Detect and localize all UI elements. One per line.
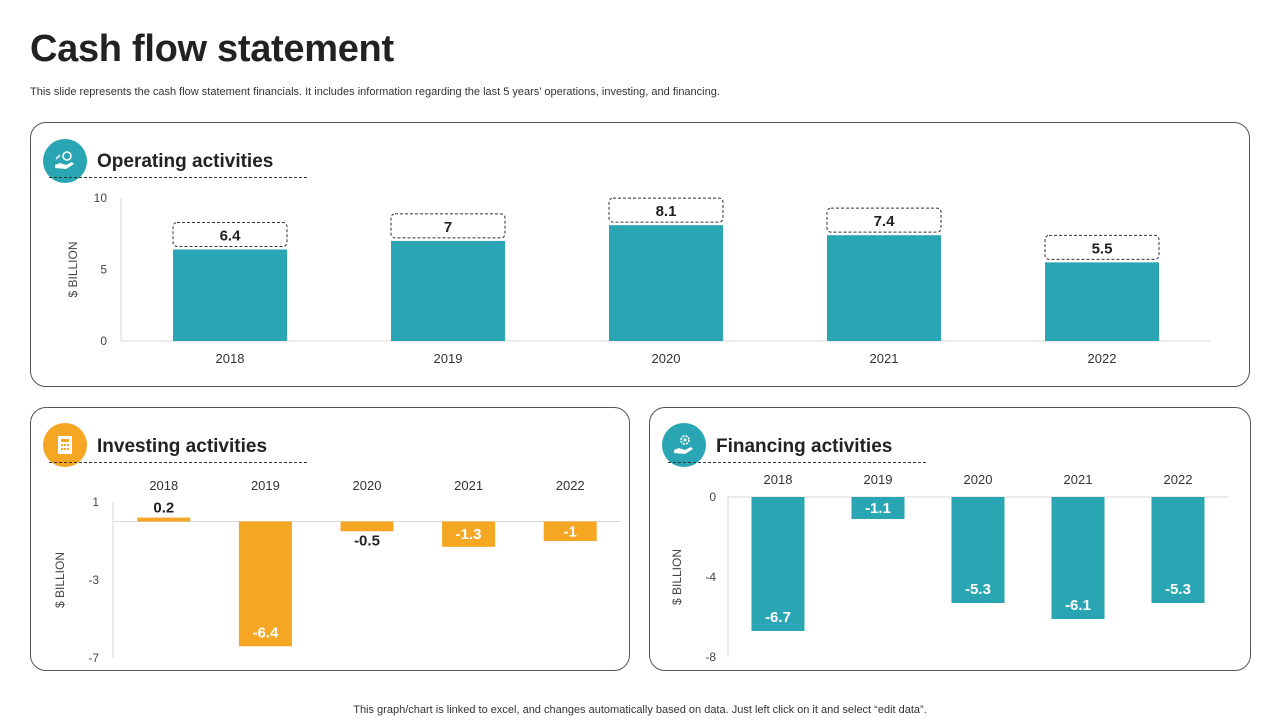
data-label-box [1044, 234, 1160, 260]
investing-panel-title: Investing activities [97, 436, 268, 457]
data-label: 7.4 [874, 213, 896, 230]
y-axis-title: $ BILLION [53, 552, 67, 608]
x-tick-label: 2019 [251, 478, 280, 493]
financing-activities-panel[interactable]: Financing activities 0 -4 -8 $ BILLION 2018 -… [649, 407, 1251, 671]
page-title: Cash flow statement [30, 28, 394, 70]
title-divider [49, 462, 307, 463]
data-label: 7 [444, 219, 452, 236]
bar-2018 [137, 517, 191, 522]
y-tick-label: 0 [100, 334, 107, 348]
y-tick-label: 0 [709, 490, 716, 504]
x-tick-label: 2022 [1088, 351, 1117, 366]
data-label: -6.1 [1065, 597, 1091, 614]
y-tick-label: 5 [100, 263, 107, 277]
data-label: -6.4 [252, 624, 279, 641]
y-axis-title: $ BILLION [66, 241, 80, 297]
financing-chart[interactable]: 0 -4 -8 $ BILLION 2018 -6.7 2019 -1.1 2020 -5.3 20… [650, 408, 1250, 670]
data-label-box [172, 221, 288, 247]
data-label: -6.7 [765, 609, 791, 626]
hand-coins-icon [43, 139, 87, 183]
x-tick-label: 2018 [216, 351, 245, 366]
x-tick-label: 2019 [864, 472, 893, 487]
data-label-box [608, 197, 724, 223]
data-label: 5.5 [1092, 240, 1113, 257]
bar-2018 [751, 497, 805, 631]
data-label: -5.3 [1165, 581, 1191, 598]
y-tick-label: -3 [88, 573, 99, 587]
data-label: 0.2 [153, 500, 174, 517]
bar-2019 [851, 497, 905, 519]
bar-2019 [391, 240, 505, 341]
bar-2018 [173, 249, 287, 341]
y-tick-label: -4 [705, 570, 716, 584]
bar-2019 [238, 521, 292, 647]
x-tick-label: 2022 [1164, 472, 1193, 487]
data-label: -5.3 [965, 581, 991, 598]
x-tick-label: 2021 [870, 351, 899, 366]
investing-activities-panel[interactable]: Investing activities 1 -3 -7 $ BILLION 2018 0… [30, 407, 630, 671]
footer-note: This graph/chart is linked to excel, and… [353, 704, 927, 716]
x-tick-label: 2020 [353, 478, 382, 493]
bar-2022 [1045, 262, 1159, 341]
data-label: -0.5 [354, 532, 380, 549]
hand-gear-icon [662, 423, 706, 467]
bar-2022 [1151, 497, 1205, 603]
bar-2021 [827, 235, 941, 341]
data-label-box [826, 207, 942, 233]
data-label: -1 [564, 523, 577, 540]
data-label: 8.1 [656, 203, 677, 220]
data-label: -1.3 [456, 526, 482, 543]
title-divider [668, 462, 926, 463]
bar-2022 [543, 521, 597, 541]
investing-chart[interactable]: 1 -3 -7 $ BILLION 2018 0.2 2019 -6.4 2020 -0.5 202… [31, 408, 629, 670]
x-tick-label: 2019 [434, 351, 463, 366]
bar-2021 [442, 521, 496, 547]
financing-panel-title: Financing activities [716, 436, 893, 457]
title-divider [49, 177, 307, 178]
x-tick-label: 2021 [1064, 472, 1093, 487]
x-tick-label: 2018 [149, 478, 178, 493]
operating-activities-panel[interactable]: Operating activities 0 5 10 $ BILLION 2018 6.… [30, 122, 1250, 387]
y-tick-label: -7 [88, 651, 99, 665]
data-label: 6.4 [220, 227, 242, 244]
x-tick-label: 2020 [652, 351, 681, 366]
y-tick-label: 1 [92, 495, 99, 509]
data-label-box [390, 213, 506, 239]
x-tick-label: 2018 [764, 472, 793, 487]
page-subtitle: This slide represents the cash flow stat… [30, 86, 720, 98]
y-tick-label: -8 [705, 650, 716, 664]
y-axis-title: $ BILLION [670, 549, 684, 605]
x-tick-label: 2020 [964, 472, 993, 487]
y-tick-label: 10 [94, 191, 108, 205]
operating-panel-title: Operating activities [97, 151, 274, 172]
bar-2020 [951, 497, 1005, 603]
calculator-document-icon [43, 423, 87, 467]
data-label: -1.1 [865, 500, 891, 517]
bar-2021 [1051, 497, 1105, 619]
bar-2020 [609, 225, 723, 341]
bar-2020 [340, 521, 394, 532]
x-tick-label: 2021 [454, 478, 483, 493]
operating-chart[interactable]: 0 5 10 $ BILLION 2018 6.4 2019 7 2020 8.1 2021 7.4 2… [31, 123, 1249, 386]
x-tick-label: 2022 [556, 478, 585, 493]
